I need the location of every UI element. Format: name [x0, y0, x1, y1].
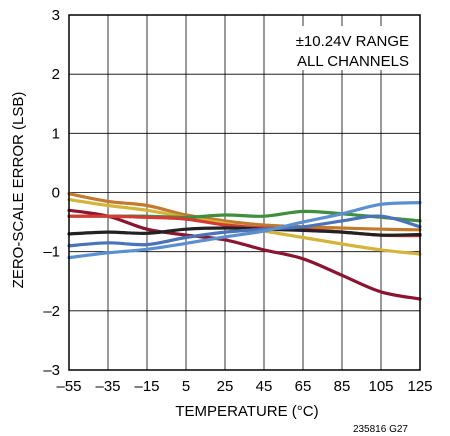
annotation-channels: ALL CHANNELS [297, 53, 409, 70]
series-line-3 [67, 208, 422, 301]
series-line-1 [67, 192, 422, 232]
series-lines [67, 192, 422, 301]
y-tick-label: –2 [43, 303, 60, 320]
y-tick-label: –3 [43, 362, 60, 379]
x-tick-labels: –55 –35 –15 5 25 45 65 85 105 125 [56, 378, 432, 395]
y-tick-label: 0 [52, 185, 60, 202]
series-line-8 [67, 201, 422, 260]
y-tick-label: 2 [52, 66, 60, 83]
x-axis-label: TEMPERATURE (°C) [175, 403, 318, 420]
series-line-6 [67, 226, 422, 237]
y-axis-label: ZERO-SCALE ERROR (LSB) [10, 92, 27, 289]
y-tick-labels: –3 –2 –1 0 1 2 3 [43, 7, 60, 379]
plot-frame [68, 14, 421, 371]
x-tick-label: –35 [95, 378, 120, 395]
x-tick-label: 125 [407, 378, 432, 395]
x-tick-label: –55 [56, 378, 81, 395]
annotation-background [268, 26, 418, 70]
y-tick-label: 3 [52, 7, 60, 24]
x-tick-label: 65 [295, 378, 312, 395]
series-line-7 [67, 214, 422, 248]
x-tick-label: 25 [217, 378, 234, 395]
x-tick-label: 45 [256, 378, 273, 395]
annotation-range: ±10.24V RANGE [296, 33, 409, 50]
x-tick-label: 85 [334, 378, 351, 395]
y-tick-label: 1 [52, 125, 60, 142]
y-tick-label: –1 [43, 244, 60, 261]
figure-id: 235816 G27 [353, 424, 408, 435]
x-tick-label: –15 [134, 378, 159, 395]
x-tick-label: 105 [368, 378, 393, 395]
x-tick-label: 5 [182, 378, 190, 395]
